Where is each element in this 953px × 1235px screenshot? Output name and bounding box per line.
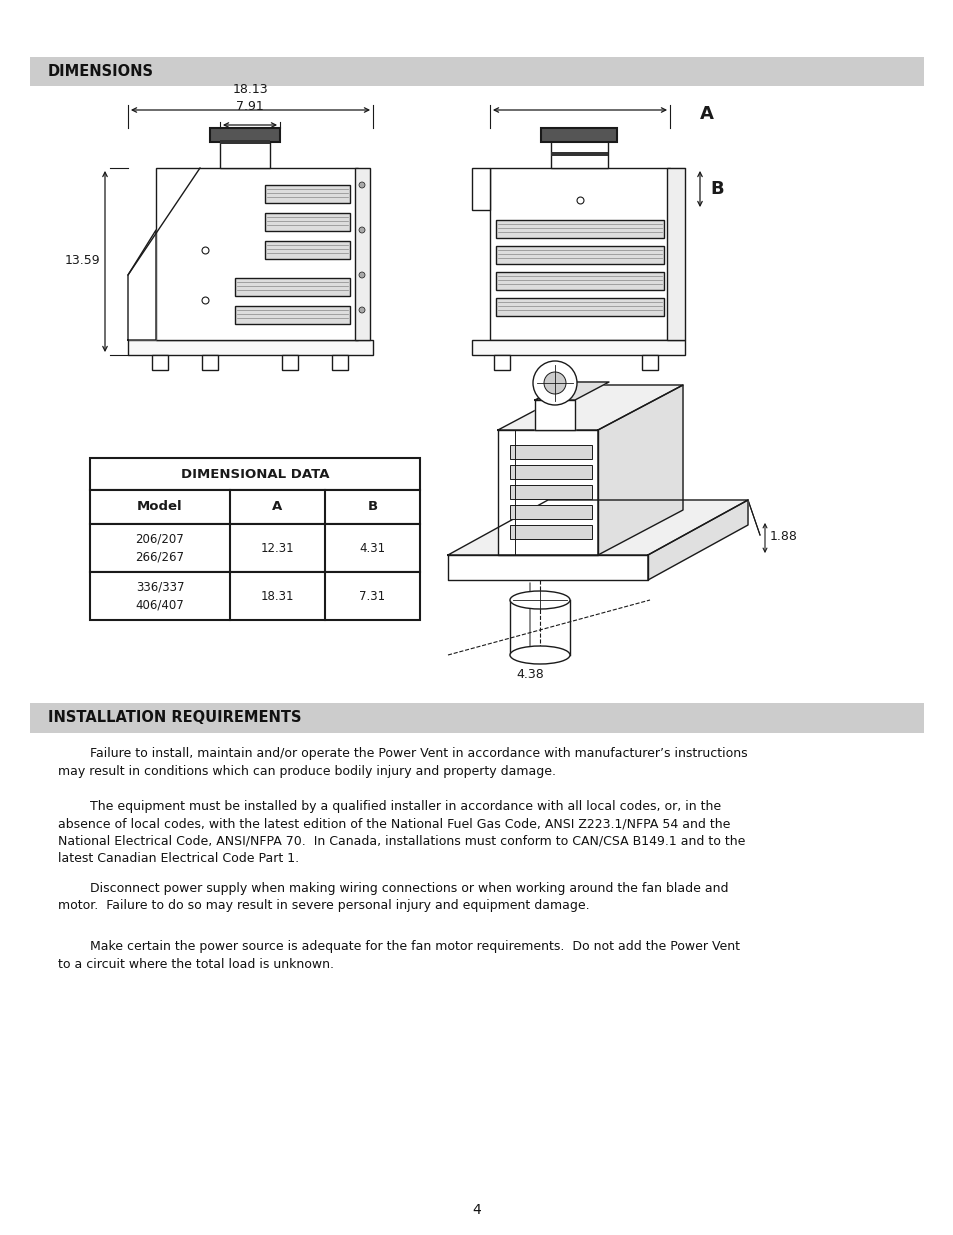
Polygon shape [535,382,608,400]
Bar [490,168,669,340]
Circle shape [358,227,365,233]
Bar [641,354,658,370]
Text: Make certain the power source is adequate for the fan motor requirements.  Do no: Make certain the power source is adequat… [58,940,740,971]
Text: 4.31: 4.31 [359,541,385,555]
Bar [220,140,270,168]
Bar [128,340,373,354]
Text: B: B [367,500,377,514]
Text: DIMENSIONAL DATA: DIMENSIONAL DATA [180,468,329,480]
Text: Model: Model [137,500,183,514]
Circle shape [543,372,565,394]
Bar [551,152,607,156]
Text: DIMENSIONS: DIMENSIONS [48,64,153,79]
Bar [472,168,490,210]
Circle shape [533,361,577,405]
Bar [234,306,350,324]
Text: 7.91: 7.91 [236,100,264,112]
Text: 4: 4 [472,1203,481,1216]
Bar [496,298,663,316]
Circle shape [358,272,365,278]
Text: 18.13: 18.13 [232,83,268,96]
Ellipse shape [510,592,569,609]
Bar [210,128,280,142]
Text: 7.31: 7.31 [359,589,385,603]
Text: Failure to install, maintain and/or operate the Power Vent in accordance with ma: Failure to install, maintain and/or oper… [58,747,747,778]
Polygon shape [497,430,598,555]
Ellipse shape [510,646,569,664]
Text: B: B [709,180,723,198]
Bar [30,57,923,86]
Bar [202,354,218,370]
Bar [90,458,419,490]
Bar [355,168,370,340]
Polygon shape [647,500,747,580]
Bar [510,445,592,459]
Bar [265,185,350,203]
Circle shape [358,182,365,188]
Bar [510,525,592,538]
Text: 4.38: 4.38 [516,668,543,680]
Text: 206/207
266/267: 206/207 266/267 [135,534,184,563]
Bar [666,168,684,340]
Bar [496,246,663,264]
Polygon shape [497,385,682,430]
Bar [90,524,419,572]
Text: 12.31: 12.31 [260,541,294,555]
Text: INSTALLATION REQUIREMENTS: INSTALLATION REQUIREMENTS [48,710,301,725]
Bar [510,466,592,479]
Polygon shape [448,500,747,555]
Bar [496,272,663,290]
Bar [265,212,350,231]
Bar [540,128,617,142]
Polygon shape [598,385,682,555]
Bar [234,278,350,296]
Text: A: A [273,500,282,514]
Bar [90,490,419,524]
Bar [156,168,357,340]
Text: 336/337
406/407: 336/337 406/407 [135,580,184,611]
Bar [551,140,607,168]
Bar [90,572,419,620]
Text: 18.31: 18.31 [260,589,294,603]
Text: The equipment must be installed by a qualified installer in accordance with all : The equipment must be installed by a qua… [58,800,744,866]
Text: A: A [700,105,713,124]
Circle shape [358,308,365,312]
Polygon shape [448,555,647,580]
Bar [220,140,270,144]
Bar [496,220,663,238]
Text: 1.88: 1.88 [769,530,797,542]
Text: Disconnect power supply when making wiring connections or when working around th: Disconnect power supply when making wiri… [58,882,728,913]
Bar [30,703,923,734]
Bar [332,354,348,370]
Bar [510,505,592,519]
Text: 13.59: 13.59 [64,254,100,268]
Bar [472,340,684,354]
Bar [265,241,350,259]
Bar [494,354,510,370]
Bar [282,354,297,370]
Polygon shape [128,230,156,340]
Polygon shape [535,400,575,430]
Bar [510,485,592,499]
Bar [152,354,168,370]
